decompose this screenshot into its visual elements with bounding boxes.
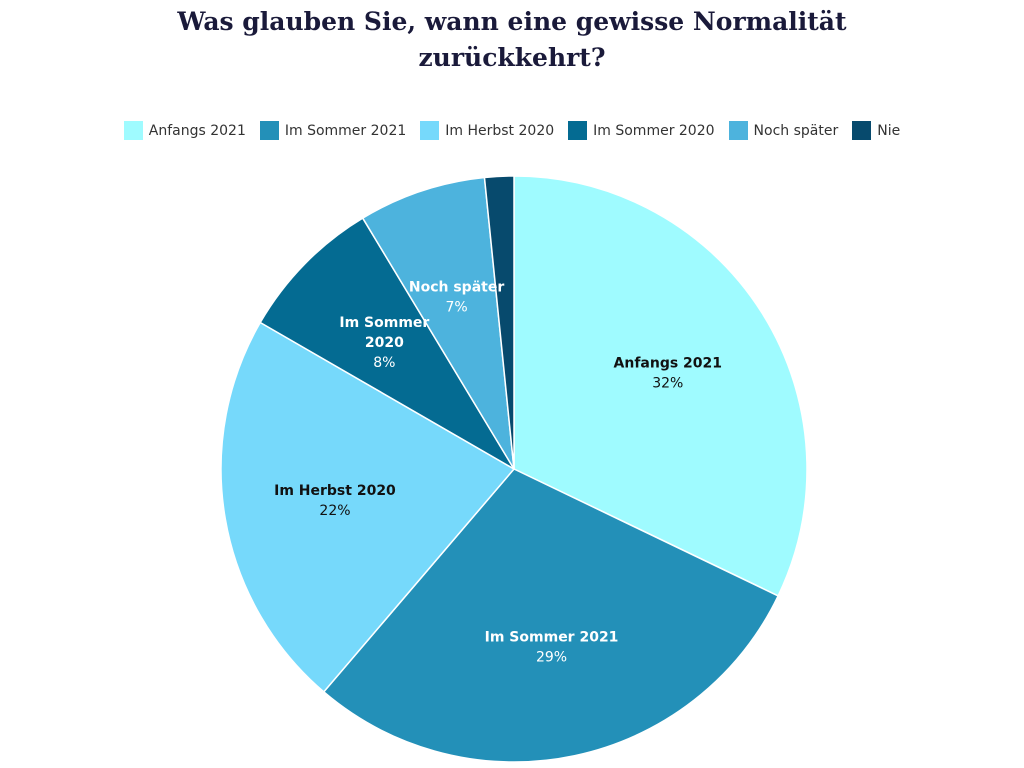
slice-label-noch-später: Noch später 7% <box>409 280 504 316</box>
pie-slice-im-herbst-2020[interactable] <box>220 321 516 693</box>
slice-value-label: 8% <box>373 355 395 371</box>
slice-name-label: Im Sommer 2021 <box>485 630 619 646</box>
legend-label: Im Sommer 2021 <box>284 122 407 139</box>
slice-label-im-herbst-2020: Im Herbst 2020 22% <box>274 483 396 519</box>
legend-label: Anfangs 2021 <box>148 122 246 139</box>
legend-label: Nie <box>877 122 901 139</box>
pie-slice-anfangs-2021[interactable] <box>513 175 808 597</box>
legend-item-noch-später[interactable]: Noch später <box>728 121 839 140</box>
legend-item-anfangs-2021[interactable]: Anfangs 2021 <box>123 121 246 140</box>
legend-item-im-sommer-2020[interactable]: Im Sommer 2020 <box>568 121 715 140</box>
slice-label-im-sommer-2020: Im Sommer 2020 8% <box>339 315 429 371</box>
pie-slice-im-sommer-2020[interactable] <box>259 217 515 470</box>
pie-slice-noch-später[interactable] <box>361 176 515 470</box>
chart-title-line-1: Was glauben Sie, wann eine gewisse Norma… <box>177 7 847 36</box>
legend-swatch <box>728 121 748 140</box>
legend-swatch <box>420 121 440 140</box>
slice-value-label: 32% <box>652 375 683 391</box>
legend-item-im-sommer-2021[interactable]: Im Sommer 2021 <box>259 121 407 140</box>
slice-name-label: Im Sommer <box>339 315 429 331</box>
pie-slice-nie[interactable] <box>483 175 515 470</box>
legend-swatch <box>123 121 143 140</box>
chart-title: Was glauben Sie, wann eine gewisse Norma… <box>0 4 1024 76</box>
slice-name-label: Noch später <box>409 280 504 296</box>
chart-title-line-2: zurückkehrt? <box>418 43 606 72</box>
pie-slice-im-sommer-2021[interactable] <box>322 468 780 763</box>
legend-swatch <box>259 121 279 140</box>
legend-item-im-herbst-2020[interactable]: Im Herbst 2020 <box>420 121 554 140</box>
legend-label: Im Sommer 2020 <box>593 122 715 139</box>
slice-value-label: 22% <box>319 503 350 519</box>
legend-label: Im Herbst 2020 <box>445 122 555 139</box>
chart-legend: Anfangs 2021 Im Sommer 2021 Im Herbst 2020… <box>0 121 1024 140</box>
slice-name-label: Anfangs 2021 <box>614 355 723 371</box>
legend-label: Noch später <box>753 122 839 139</box>
legend-swatch <box>852 121 872 140</box>
slice-label-im-sommer-2021: Im Sommer 2021 29% <box>485 630 619 666</box>
slice-name-label: 2020 <box>365 335 404 351</box>
legend-swatch <box>568 121 588 140</box>
slice-name-label: Im Herbst 2020 <box>274 483 396 499</box>
slice-value-label: 29% <box>536 650 567 666</box>
slice-value-label: 7% <box>445 300 467 316</box>
slice-label-anfangs-2021: Anfangs 2021 32% <box>614 355 723 391</box>
legend-item-nie[interactable]: Nie <box>852 121 900 140</box>
